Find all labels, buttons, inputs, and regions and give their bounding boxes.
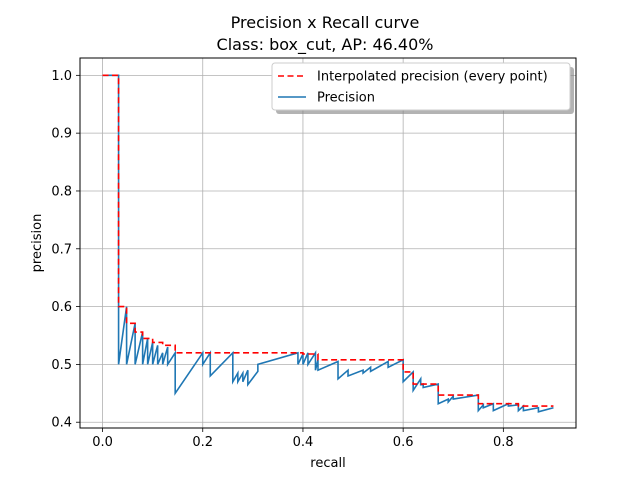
x-tick-label: 0.4	[293, 435, 314, 450]
x-tick-label: 0.6	[393, 435, 414, 450]
legend-box	[271, 62, 571, 111]
plot-frame	[79, 57, 577, 429]
series-lines	[102, 74, 554, 413]
legend-label-precision: Precision	[317, 91, 375, 106]
y-tick-label: 0.7	[51, 242, 72, 257]
series-line-interpolated-precision	[102, 74, 554, 407]
x-axis-title: recall	[310, 456, 345, 471]
y-axis-title: precision	[30, 214, 45, 273]
x-tick-label: 0.2	[192, 435, 213, 450]
legend-label-interpolated: Interpolated precision (every point)	[317, 70, 548, 85]
chart-subtitle: Class: box_cut, AP: 46.40%	[217, 35, 434, 55]
y-tick-label: 0.6	[51, 300, 72, 315]
y-tick-label: 1.0	[51, 69, 72, 84]
y-axis-ticks: 0.4 0.5 0.6 0.7 0.8 0.9 1.0	[51, 69, 80, 431]
x-tick-label: 0.0	[92, 435, 113, 450]
legend: Interpolated precision (every point) Pre…	[271, 62, 574, 114]
chart-title: Precision x Recall curve	[231, 13, 420, 32]
grid-lines	[80, 58, 576, 428]
x-axis-ticks: 0.0 0.2 0.4 0.6 0.8	[92, 428, 514, 450]
y-tick-label: 0.8	[51, 184, 72, 199]
y-tick-label: 0.9	[51, 127, 72, 142]
y-tick-label: 0.4	[51, 416, 72, 431]
x-tick-label: 0.8	[493, 435, 514, 450]
y-tick-label: 0.5	[51, 358, 72, 373]
